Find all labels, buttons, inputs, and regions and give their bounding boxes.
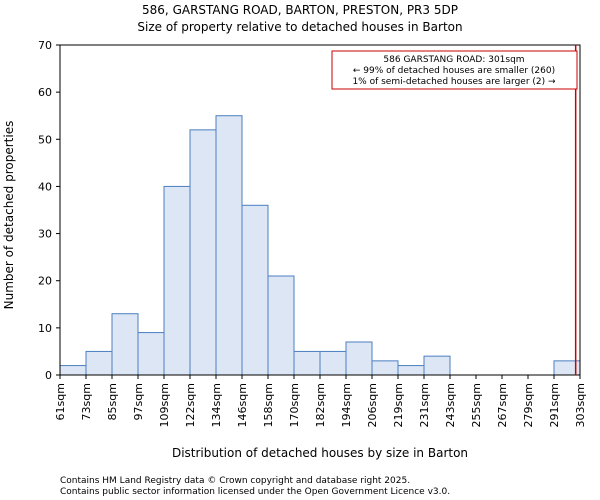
y-tick-label: 0 (45, 369, 52, 382)
annotation-line-3: 1% of semi-detached houses are larger (2… (352, 77, 556, 87)
x-tick-label: 303sqm (574, 383, 587, 427)
bar (293, 350, 321, 376)
footer-line-2: Contains public sector information licen… (60, 487, 450, 497)
x-tick-label: 231sqm (418, 383, 431, 427)
bar (319, 350, 347, 376)
x-tick-label: 267sqm (496, 383, 509, 427)
chart-title: 586, GARSTANG ROAD, BARTON, PRESTON, PR3… (142, 3, 458, 17)
x-tick-label: 158sqm (262, 383, 275, 427)
annotation-frame (331, 50, 578, 90)
bar (345, 341, 373, 376)
bar (189, 129, 217, 376)
bar (163, 185, 191, 376)
x-tick-label: 170sqm (288, 383, 301, 427)
bar (423, 355, 451, 376)
bar (371, 360, 399, 376)
x-tick-label: 219sqm (392, 383, 405, 427)
annotation-line-2: ← 99% of detached houses are smaller (26… (353, 66, 555, 76)
y-axis-label: Number of detached properties (2, 121, 16, 310)
x-tick-label: 194sqm (340, 383, 353, 427)
bar (111, 313, 139, 376)
annotation-box: 586 GARSTANG ROAD: 301sqm ← 99% of detac… (331, 50, 578, 90)
bar (59, 365, 87, 376)
y-tick-label: 60 (38, 86, 52, 99)
y-tick-label: 10 (38, 322, 52, 335)
x-tick-label: 97sqm (132, 383, 145, 420)
x-axis-label: Distribution of detached houses by size … (172, 446, 468, 460)
chart-subtitle: Size of property relative to detached ho… (137, 20, 462, 34)
bar (397, 365, 425, 376)
x-tick-label: 243sqm (444, 383, 457, 427)
bar (241, 204, 269, 376)
annotation-line-1: 586 GARSTANG ROAD: 301sqm (383, 55, 524, 65)
x-axis-ticks: 61sqm 73sqm 85sqm 97sqm 109sqm 122sqm 134sqm 14… (54, 375, 587, 427)
plot-area-frame (59, 44, 581, 376)
x-tick-label: 182sqm (314, 383, 327, 427)
y-tick-label: 30 (38, 228, 52, 241)
y-axis-ticks: 0 10 20 30 40 50 60 70 (38, 39, 60, 382)
bar (267, 275, 295, 376)
x-tick-label: 61sqm (54, 383, 67, 420)
y-tick-label: 70 (38, 39, 52, 52)
bar (137, 332, 165, 376)
bar (215, 115, 243, 376)
y-tick-label: 50 (38, 133, 52, 146)
x-tick-label: 122sqm (184, 383, 197, 427)
y-tick-label: 20 (38, 275, 52, 288)
x-tick-label: 206sqm (366, 383, 379, 427)
bars (59, 115, 581, 376)
x-tick-label: 146sqm (236, 383, 249, 427)
x-tick-label: 279sqm (522, 383, 535, 427)
bar (85, 350, 113, 376)
y-tick-label: 40 (38, 180, 52, 193)
x-tick-label: 109sqm (158, 383, 171, 427)
x-tick-label: 85sqm (106, 383, 119, 420)
x-tick-label: 134sqm (210, 383, 223, 427)
x-tick-label: 73sqm (80, 383, 93, 420)
footer-line-1: Contains HM Land Registry data © Crown c… (60, 476, 410, 486)
x-tick-label: 291sqm (548, 383, 561, 427)
x-tick-label: 255sqm (470, 383, 483, 427)
